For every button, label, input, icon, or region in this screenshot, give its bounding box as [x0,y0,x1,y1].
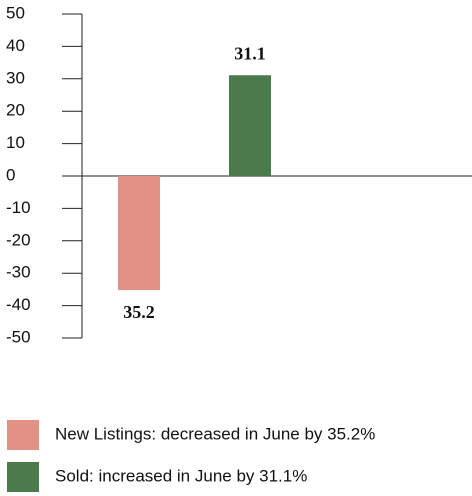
bar [118,176,160,291]
legend-swatch [7,462,39,492]
y-tick-label: -30 [6,263,31,282]
y-tick-label: 0 [6,165,15,184]
legend-label: New Listings: decreased in June by 35.2% [55,424,375,443]
y-tick-label: -50 [6,327,31,346]
y-tick-label: 40 [6,36,25,55]
legend-label: Sold: increased in June by 31.1% [55,466,307,485]
value-label: 31.1 [234,43,266,63]
y-tick-label: -10 [6,198,31,217]
value-label: 35.2 [123,302,155,322]
y-tick-label: 30 [6,68,25,87]
y-tick-label: 20 [6,101,25,120]
y-tick-label: -40 [6,295,31,314]
legend-swatch [7,420,39,450]
y-tick-label: -20 [6,230,31,249]
y-tick-label: 50 [6,3,25,22]
bar [229,75,271,176]
y-tick-label: 10 [6,133,25,152]
